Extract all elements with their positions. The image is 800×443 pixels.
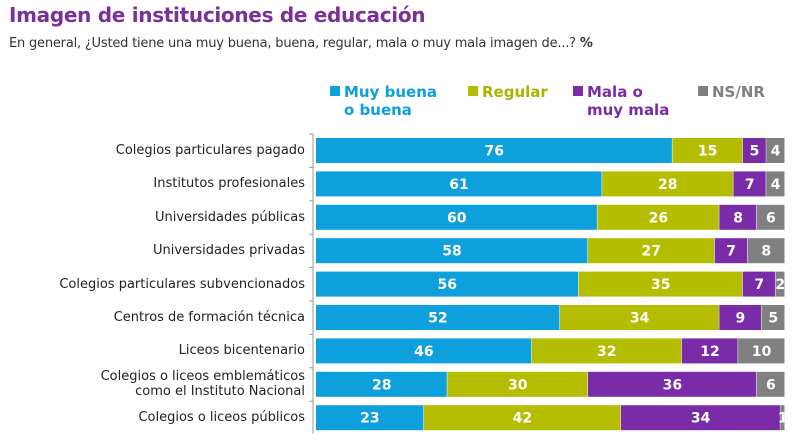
data-label: 76 [484, 144, 503, 160]
legend-item: NS/NR [698, 83, 765, 101]
data-label: 8 [761, 244, 771, 260]
bar-segment [775, 271, 785, 297]
category-label: Colegios o liceos públicos [138, 410, 305, 426]
bar-segment [316, 138, 672, 163]
category-label: Universidades privadas [152, 243, 305, 259]
bar-segment [756, 204, 785, 230]
category-label: Liceos bicentenario [178, 343, 305, 359]
bar-segment [719, 305, 761, 330]
data-label: 26 [649, 210, 668, 226]
bar-segment [747, 238, 785, 264]
data-label: 34 [630, 311, 650, 327]
subtitle-text: En general, ¿Usted tiene una muy buena, … [9, 36, 576, 51]
data-label: 7 [754, 277, 764, 293]
category-label: Colegios particulares subvencionados [59, 276, 305, 292]
data-label: 36 [663, 377, 682, 393]
bar-segment [559, 305, 719, 330]
bar-segment [742, 271, 776, 297]
legend-item: Mala o muy mala [573, 83, 669, 119]
category-label: Centros de formación técnica [113, 310, 305, 325]
data-label: 28 [658, 177, 677, 193]
data-label: 32 [597, 344, 616, 360]
bar-segment [602, 171, 733, 197]
bar-segment [620, 405, 780, 431]
data-label: 23 [360, 411, 379, 427]
bar-segment [588, 238, 715, 264]
data-label: 7 [745, 177, 755, 193]
legend-item: Muy buena o buena [330, 83, 437, 119]
bar-segment [316, 238, 588, 264]
data-label: 9 [736, 311, 746, 327]
legend-label: NS/NR [712, 83, 765, 101]
legend-label: Muy buena o buena [344, 83, 437, 119]
data-label: 60 [447, 210, 467, 226]
bar-segment [672, 138, 743, 163]
category-label: Universidades públicas [154, 209, 305, 225]
data-label: 1 [778, 411, 788, 427]
data-label: 52 [428, 311, 447, 327]
data-label: 4 [771, 144, 781, 160]
data-label: 35 [651, 277, 670, 293]
data-label: 34 [691, 411, 711, 427]
bar-segment [780, 405, 785, 431]
legend-label: Mala o muy mala [587, 83, 670, 119]
bar-segment [316, 305, 560, 330]
data-label: 15 [698, 144, 717, 160]
data-label: 8 [733, 210, 743, 226]
data-label: 6 [766, 210, 776, 226]
bar-segment [447, 371, 588, 397]
chart-title: Imagen de instituciones de educación [9, 3, 426, 27]
category-label: Institutos profesionales [153, 176, 305, 192]
subtitle-unit: % [579, 36, 593, 51]
bar-segment [761, 305, 785, 330]
data-label: 27 [642, 244, 661, 260]
legend-label: Regular [482, 83, 548, 101]
bar-segment [316, 338, 532, 364]
bar-segment [423, 405, 621, 431]
bar-segment [766, 171, 785, 197]
data-label: 5 [750, 144, 760, 160]
bar-segment [316, 171, 602, 197]
bar-segment [531, 338, 682, 364]
bar-segment [316, 204, 597, 230]
data-label: 42 [513, 411, 532, 427]
legend-swatch [698, 86, 708, 96]
data-label: 30 [508, 377, 528, 393]
category-label: Colegios o liceos emblemáticos como el In… [100, 369, 305, 400]
data-label: 12 [700, 344, 719, 360]
bar-segment [733, 171, 766, 197]
data-label: 10 [752, 344, 772, 360]
data-label: 58 [442, 244, 461, 260]
bar-segment [588, 371, 757, 397]
legend-swatch [468, 86, 478, 96]
data-label: 6 [766, 377, 776, 393]
bar-segment [766, 138, 785, 163]
bar-segment [681, 338, 738, 364]
data-label: 5 [768, 311, 778, 327]
legend-swatch [573, 86, 583, 96]
legend-swatch [330, 86, 340, 96]
bar-segment [719, 204, 757, 230]
data-label: 2 [775, 277, 785, 293]
bar-segment [714, 238, 747, 264]
bar-segment [578, 271, 743, 297]
bar-segment [597, 204, 719, 230]
data-label: 56 [438, 277, 457, 293]
bar-segment [742, 138, 766, 163]
bar-segment [756, 371, 785, 397]
chart-subtitle: En general, ¿Usted tiene una muy buena, … [9, 36, 593, 51]
bar-segment [316, 271, 579, 297]
data-label: 4 [771, 177, 781, 193]
bar-segment [738, 338, 785, 364]
data-label: 28 [372, 377, 391, 393]
data-label: 7 [726, 244, 736, 260]
data-label: 46 [414, 344, 433, 360]
legend-item: Regular [468, 83, 548, 101]
category-label: Colegios particulares pagado [115, 143, 305, 158]
bar-segment [316, 371, 447, 397]
data-label: 61 [449, 177, 468, 193]
bar-segment [316, 405, 424, 431]
